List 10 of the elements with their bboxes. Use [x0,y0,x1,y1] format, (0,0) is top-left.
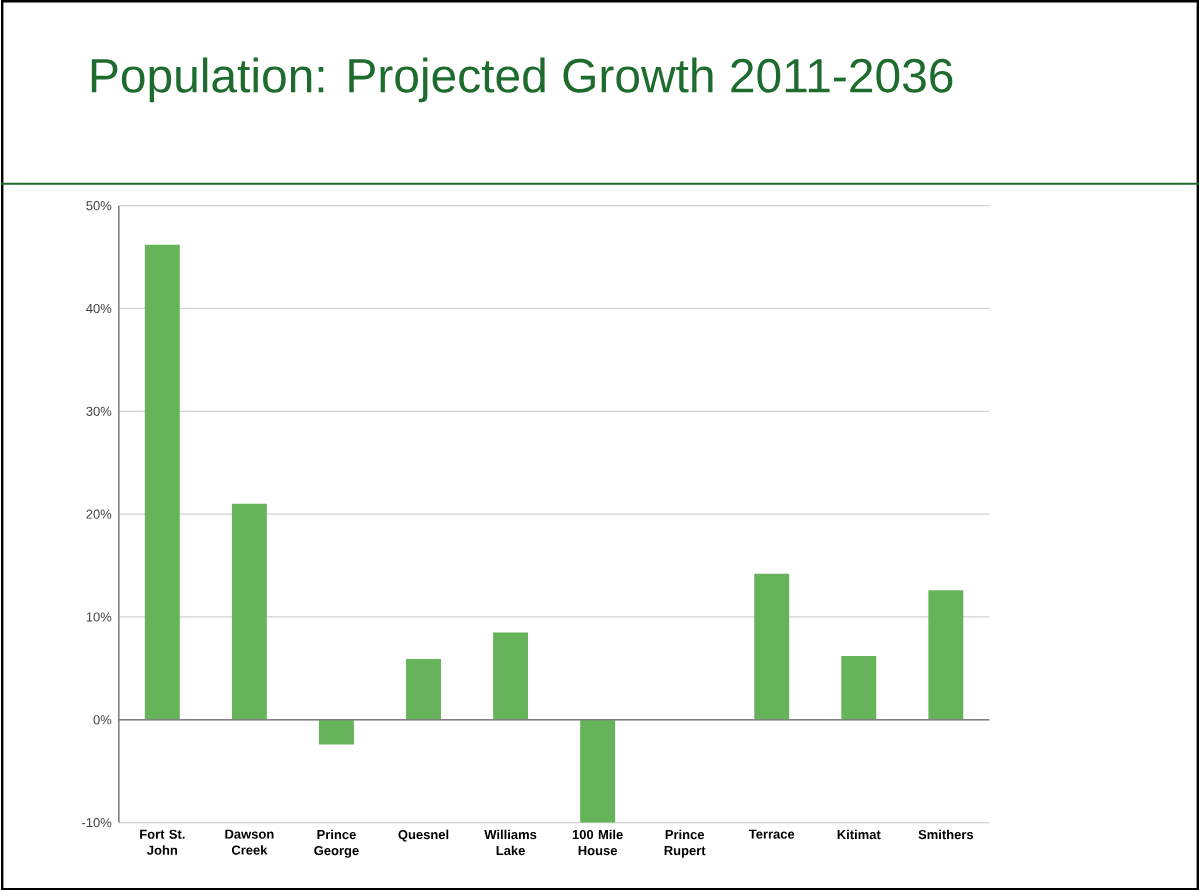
chart-title: Population: Projected Growth 2011-2036 [91,57,953,102]
bar [144,244,180,720]
bar [928,589,964,720]
bar [406,658,441,720]
bar [841,655,877,720]
bar [493,632,529,720]
bar [754,573,790,720]
bar [231,503,267,720]
bar [580,719,616,823]
bar [318,719,354,745]
